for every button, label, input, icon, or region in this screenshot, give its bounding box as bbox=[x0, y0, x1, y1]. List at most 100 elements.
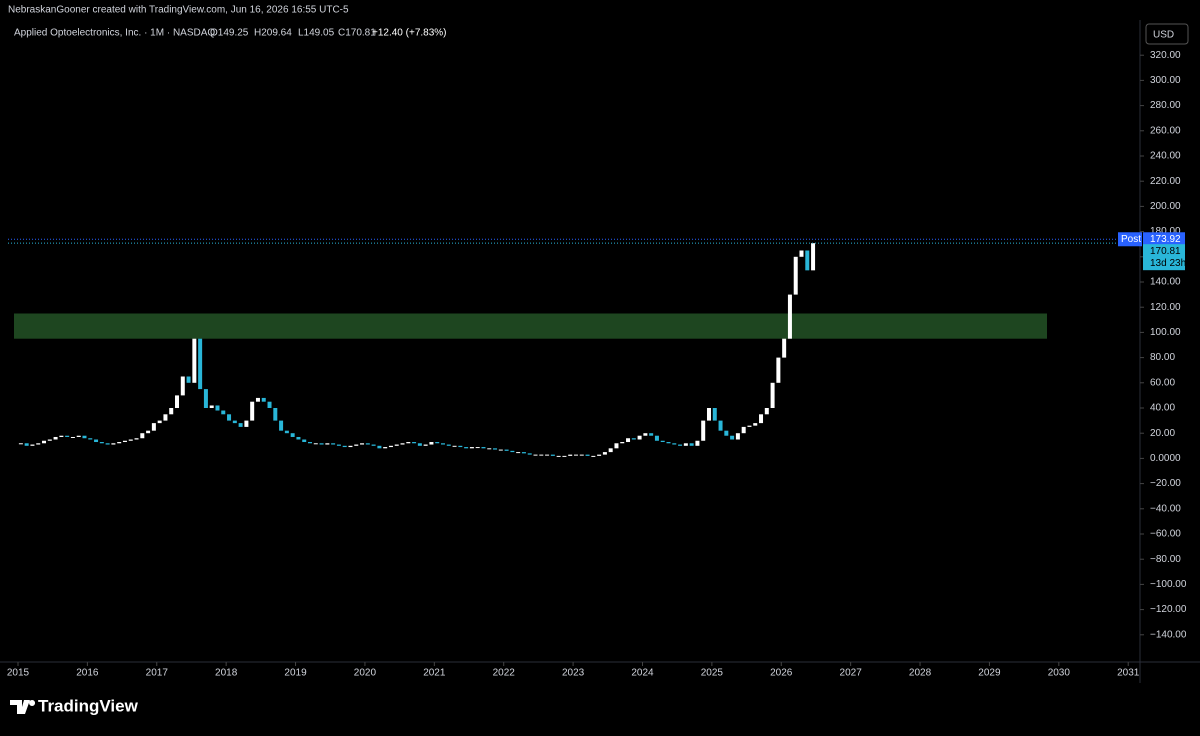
candle bbox=[597, 454, 602, 456]
candle bbox=[602, 452, 607, 455]
candle bbox=[24, 443, 29, 446]
candle bbox=[458, 445, 463, 448]
candle bbox=[70, 436, 75, 438]
currency[interactable]: USD bbox=[1153, 30, 1174, 41]
candle bbox=[805, 250, 810, 271]
post-price-tag bbox=[1143, 232, 1185, 247]
candle bbox=[608, 448, 613, 453]
y-tick-label: −40.00 bbox=[1150, 503, 1181, 514]
candle bbox=[267, 401, 272, 408]
candle bbox=[180, 376, 185, 396]
candle bbox=[695, 440, 700, 446]
y-tick-label: 240.00 bbox=[1150, 151, 1181, 162]
y-tick-label: −120.00 bbox=[1150, 604, 1187, 615]
candle bbox=[238, 423, 243, 427]
candle bbox=[388, 445, 393, 448]
candle bbox=[82, 435, 87, 439]
candle bbox=[122, 440, 127, 443]
candle bbox=[290, 433, 295, 437]
candle bbox=[585, 454, 590, 456]
candle bbox=[591, 455, 596, 457]
candle bbox=[429, 442, 434, 445]
y-tick-label: −140.00 bbox=[1150, 629, 1187, 640]
candle bbox=[759, 414, 764, 424]
countdown: 13d 23h bbox=[1150, 258, 1186, 269]
candle bbox=[417, 443, 422, 446]
post-label: Post bbox=[1121, 234, 1141, 245]
x-tick-label: 2018 bbox=[215, 668, 238, 679]
candle bbox=[99, 442, 104, 444]
x-tick-label: 2029 bbox=[978, 668, 1001, 679]
candle bbox=[643, 433, 648, 436]
x-tick-label: 2021 bbox=[423, 668, 446, 679]
candle bbox=[198, 338, 203, 390]
candle bbox=[94, 439, 99, 443]
open: O149.25 bbox=[210, 28, 249, 39]
x-tick-label: 2020 bbox=[354, 668, 377, 679]
x-tick-label: 2023 bbox=[562, 668, 585, 679]
candle bbox=[730, 435, 735, 440]
candle bbox=[539, 454, 544, 456]
candle bbox=[689, 443, 694, 446]
y-tick-label: 80.00 bbox=[1150, 352, 1175, 363]
candle bbox=[620, 442, 625, 444]
candle bbox=[545, 454, 550, 456]
candle bbox=[47, 439, 52, 441]
candle bbox=[146, 430, 151, 434]
candle bbox=[706, 408, 711, 421]
candle bbox=[510, 450, 515, 453]
candle bbox=[255, 397, 260, 402]
candle bbox=[65, 435, 70, 437]
x-tick-label: 2015 bbox=[7, 668, 30, 679]
candle bbox=[383, 447, 388, 449]
y-tick-label: 100.00 bbox=[1150, 327, 1181, 338]
candle bbox=[464, 447, 469, 449]
candle bbox=[18, 443, 23, 445]
x-tick-label: 2017 bbox=[146, 668, 169, 679]
candle bbox=[521, 452, 526, 454]
brand: TradingView bbox=[38, 696, 139, 715]
x-tick-label: 2031 bbox=[1117, 668, 1140, 679]
candle bbox=[88, 438, 93, 440]
candle bbox=[550, 454, 555, 456]
y-tick-label: 0.0000 bbox=[1150, 453, 1181, 464]
candle bbox=[273, 408, 278, 421]
candle bbox=[192, 338, 197, 383]
y-tick-label: 300.00 bbox=[1150, 75, 1181, 86]
candle bbox=[735, 433, 740, 440]
candle bbox=[776, 357, 781, 383]
y-tick-label: 180.00 bbox=[1150, 226, 1181, 237]
candle bbox=[660, 440, 665, 443]
candle bbox=[533, 454, 538, 456]
candle bbox=[400, 443, 405, 445]
candle bbox=[111, 443, 116, 445]
post-price: 173.92 bbox=[1150, 234, 1181, 245]
candle bbox=[764, 408, 769, 415]
candle bbox=[331, 443, 336, 445]
candle bbox=[36, 443, 41, 445]
candle bbox=[336, 444, 341, 446]
currency-box[interactable] bbox=[1145, 23, 1189, 45]
candle bbox=[261, 397, 266, 402]
last-price: 170.81 bbox=[1150, 246, 1181, 257]
candle bbox=[504, 449, 509, 451]
candle bbox=[203, 389, 208, 408]
x-tick-label: 2025 bbox=[701, 668, 724, 679]
candle bbox=[556, 455, 561, 457]
x-tick-label: 2019 bbox=[284, 668, 307, 679]
candle bbox=[59, 435, 64, 437]
candle bbox=[487, 448, 492, 450]
candle bbox=[140, 433, 145, 439]
candle bbox=[724, 430, 729, 436]
candle bbox=[666, 442, 671, 444]
candle bbox=[637, 435, 642, 440]
candle bbox=[811, 243, 816, 271]
y-tick-label: 320.00 bbox=[1150, 50, 1181, 61]
candle bbox=[573, 454, 578, 456]
x-tick-label: 2030 bbox=[1048, 668, 1071, 679]
y-tick-label: 60.00 bbox=[1150, 377, 1175, 388]
x-tick-label: 2027 bbox=[840, 668, 863, 679]
y-tick-label: −60.00 bbox=[1150, 529, 1181, 540]
candle bbox=[250, 401, 255, 421]
candle bbox=[493, 448, 498, 450]
